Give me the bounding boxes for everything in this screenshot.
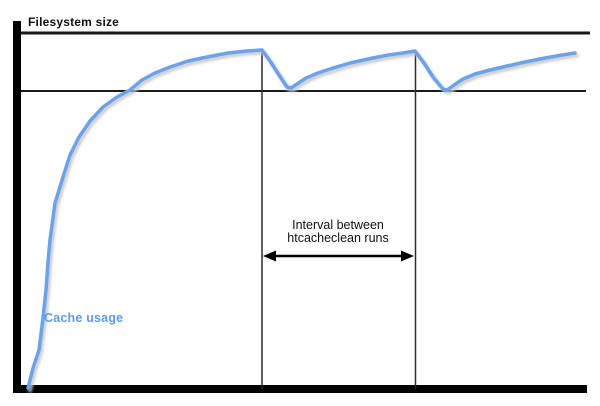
interval-annotation: Interval between htcacheclean runs (261, 218, 415, 246)
interval-arrow-right-head (401, 250, 414, 262)
x-axis (13, 385, 587, 393)
interval-annotation-line2: htcacheclean runs (287, 231, 389, 246)
y-axis (13, 21, 21, 393)
cache-usage-label: Cache usage (44, 311, 124, 325)
interval-arrow-left-head (263, 250, 276, 262)
filesystem-size-label: Filesystem size (28, 15, 120, 29)
cache-usage-curve (26, 48, 577, 390)
interval-annotation-line1: Interval between (292, 218, 384, 232)
